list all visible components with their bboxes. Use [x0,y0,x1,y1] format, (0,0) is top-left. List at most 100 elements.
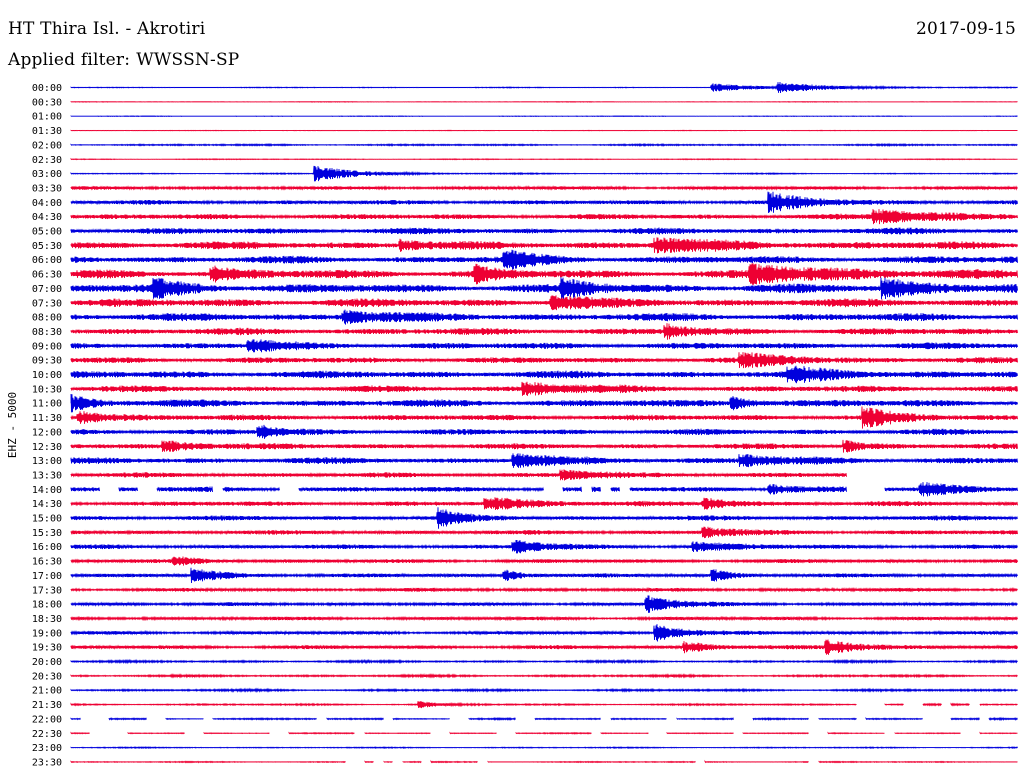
seismic-trace-row [70,157,1018,161]
row-time-label: 09:00 [32,341,62,352]
channel-label: EHZ - 5000 [6,392,19,458]
row-time-label: 23:30 [32,757,62,768]
row-time-label: 15:00 [32,514,62,525]
seismic-trace-row [70,759,1018,764]
row-time-label: 13:30 [32,470,62,481]
seismic-trace-row [70,731,1018,735]
row-time-label: 02:00 [32,140,62,151]
row-time-label: 10:30 [32,384,62,395]
station-title: HT Thira Isl. - Akrotiri [8,19,206,39]
row-time-label: 03:30 [32,183,62,194]
row-time-label: 06:30 [32,270,62,281]
seismic-trace-row [70,746,1018,750]
seismic-trace-row [70,507,1018,529]
seismic-trace-row [70,237,1018,254]
row-time-label: 14:00 [32,485,62,496]
row-time-label: 19:30 [32,643,62,654]
seismic-trace-row [70,539,1018,554]
seismic-trace-row [70,381,1018,396]
seismic-trace-row [70,365,1018,384]
row-time-label: 13:00 [32,456,62,467]
seismic-trace-row [70,406,1018,429]
seismic-trace-row [70,700,1018,709]
seismic-trace-row [70,352,1018,369]
row-time-label: 07:30 [32,298,62,309]
seismic-trace-row [70,624,1018,642]
seismic-trace-row [70,339,1018,353]
row-time-label: 04:00 [32,198,62,209]
row-time-label: 01:30 [32,126,62,137]
seismic-trace-row [70,277,1018,300]
seismic-trace-row [70,469,847,481]
row-time-label: 03:00 [32,169,62,180]
row-time-label: 08:30 [32,327,62,338]
row-time-label: 10:00 [32,370,62,381]
row-time-label: 23:00 [32,743,62,754]
seismic-trace-row [70,658,1018,665]
row-time-label: 05:30 [32,241,62,252]
seismic-trace-row [70,115,1018,118]
row-time-label: 00:00 [32,83,62,94]
seismic-trace-row [70,567,1018,584]
row-time-label: 18:00 [32,600,62,611]
filter-value: WWSSN-SP [136,50,240,70]
seismic-trace-row [70,100,1018,103]
row-time-label: 12:30 [32,442,62,453]
seismic-trace-row [70,526,1018,539]
seismic-trace-row [70,673,1018,679]
seismic-trace-row [70,309,1018,325]
row-time-label: 07:00 [32,284,62,295]
row-time-label: 11:00 [32,399,62,410]
seismic-trace-row [70,687,1018,693]
row-time-label: 17:30 [32,585,62,596]
row-time-label: 12:00 [32,427,62,438]
row-time-label: 22:30 [32,729,62,740]
seismic-trace-row [70,165,1018,182]
seismic-trace-row [70,716,1018,722]
seismic-trace-row [70,615,1018,622]
row-time-label: 15:30 [32,528,62,539]
row-time-label: 20:30 [32,671,62,682]
seismic-trace-row [70,295,1018,311]
row-time-label: 02:30 [32,155,62,166]
row-time-label: 22:00 [32,714,62,725]
row-time-label: 17:00 [32,571,62,582]
row-labels: 00:00 00:30 01:00 01:30 02:00 02:30 03:00 03:30… [32,83,62,768]
seismic-trace-row [70,639,1018,655]
seismic-trace-row [70,586,1018,593]
seismic-trace-row [70,393,1018,413]
seismic-trace-row [70,482,1018,497]
row-time-label: 16:00 [32,542,62,553]
row-time-label: 01:00 [32,112,62,123]
seismic-trace-row [70,227,1018,235]
seismic-trace-row [70,129,1018,132]
row-time-label: 19:00 [32,628,62,639]
row-time-label: 09:30 [32,356,62,367]
row-time-label: 08:00 [32,313,62,324]
row-time-label: 11:30 [32,413,62,424]
row-time-label: 05:00 [32,227,62,238]
seismic-trace-row [70,142,1018,148]
row-time-label: 21:30 [32,700,62,711]
row-time-label: 18:30 [32,614,62,625]
seismic-trace-row [70,323,1018,340]
row-time-label: 21:00 [32,686,62,697]
row-time-label: 06:00 [32,255,62,266]
traces [70,81,1018,764]
filter-label: Applied filter: [8,50,131,70]
seismic-trace-row [70,191,1018,214]
record-date: 2017-09-15 [915,19,1016,39]
seismic-trace-row [70,439,1018,453]
seismic-trace-row [70,556,1018,566]
seismic-trace-row [70,595,1018,613]
seismic-trace-row [70,424,1018,439]
row-time-label: 20:00 [32,657,62,668]
row-time-label: 14:30 [32,499,62,510]
seismic-trace-row [70,453,1018,468]
seismic-trace-row [70,263,1018,285]
seismic-trace-row [70,497,1018,511]
row-time-label: 16:30 [32,557,62,568]
row-time-label: 04:30 [32,212,62,223]
applied-filter: Applied filter: WWSSN-SP [8,50,239,70]
